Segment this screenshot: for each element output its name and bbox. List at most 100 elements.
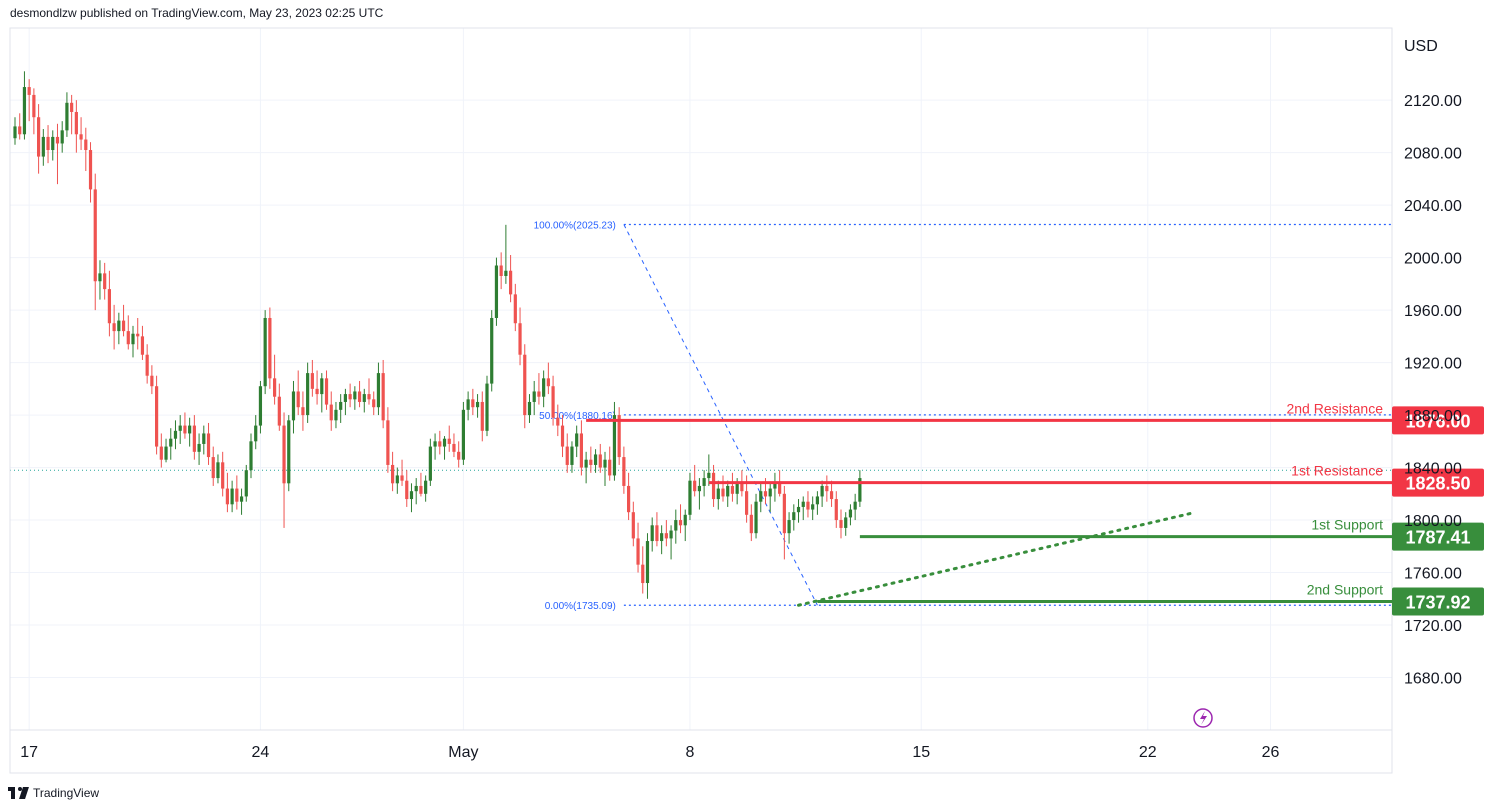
candle-body	[37, 117, 41, 157]
candle	[494, 257, 499, 326]
candle-body	[754, 501, 758, 534]
candle	[258, 380, 263, 434]
candle-body	[140, 336, 145, 355]
candle-body	[164, 446, 168, 460]
candle	[570, 441, 574, 473]
candle-body	[357, 391, 362, 402]
candle-body	[669, 530, 673, 539]
candle	[711, 464, 716, 507]
candle-body	[291, 391, 296, 421]
candle-body	[466, 399, 470, 410]
candle-body	[22, 87, 27, 135]
candle-body	[442, 438, 447, 447]
candle	[419, 472, 423, 497]
fib-level-label: 0.00%(1735.09)	[545, 601, 616, 612]
candle	[759, 483, 763, 513]
candle-body	[570, 446, 574, 465]
candle	[579, 420, 583, 476]
candle	[334, 401, 338, 429]
candle	[339, 394, 343, 423]
candle-body	[112, 323, 116, 332]
candle	[749, 504, 753, 542]
candle-body	[367, 394, 371, 400]
candle-body	[475, 401, 480, 408]
candle-body	[339, 401, 343, 410]
candle-body	[230, 488, 234, 505]
candle-body	[376, 373, 381, 408]
candle	[475, 394, 480, 418]
candle	[103, 262, 107, 300]
candlestick-series	[13, 71, 862, 599]
footer-brand[interactable]: TradingView	[8, 784, 99, 802]
candle	[844, 512, 848, 536]
candle	[221, 451, 225, 497]
time-tick-label: May	[448, 744, 478, 761]
candle-body	[188, 425, 192, 434]
candle-body	[414, 485, 418, 492]
candle-body	[542, 378, 546, 397]
candle-body	[693, 480, 697, 492]
candle	[726, 480, 730, 507]
candle	[405, 470, 409, 507]
time-tick-label: 22	[1139, 744, 1157, 761]
candle-body	[282, 425, 286, 484]
candle	[216, 454, 220, 484]
candle	[362, 388, 366, 413]
candle-body	[98, 273, 102, 282]
candle-body	[263, 317, 267, 387]
fib-level-label: 100.00%(2025.23)	[534, 221, 616, 232]
candle	[60, 121, 64, 153]
lightning-bolt-icon[interactable]	[1193, 708, 1213, 728]
candle	[447, 425, 451, 452]
candle	[693, 464, 697, 497]
candle	[811, 496, 815, 521]
candle-body	[650, 525, 654, 542]
time-axis[interactable]: 17 24 May 8 15 22 26	[20, 744, 1279, 761]
candle-body	[343, 394, 347, 402]
candle-body	[438, 441, 442, 447]
candle-body	[155, 386, 159, 447]
candle	[93, 173, 97, 311]
candle	[254, 415, 258, 450]
candle	[612, 401, 617, 481]
price-tick-label: 2080.00	[1404, 146, 1462, 163]
candle-body	[848, 509, 853, 518]
fibonacci-retracement[interactable]: 100.00%(2025.23) 50.00%(1880.16) 0.00%(173…	[534, 221, 1392, 613]
candle-body	[499, 265, 503, 276]
time-tick-label: 8	[686, 744, 695, 761]
chart-grid	[10, 28, 1392, 730]
candle-body	[225, 488, 229, 505]
candle	[301, 391, 305, 431]
candle-body	[834, 499, 838, 521]
candle	[329, 391, 333, 431]
candle-body	[93, 189, 97, 282]
candle-body	[782, 493, 786, 534]
candle	[268, 307, 272, 389]
candle	[627, 472, 631, 521]
candle-body	[258, 386, 263, 426]
candle-body	[18, 126, 22, 135]
candle-body	[221, 462, 225, 489]
price-axis[interactable]: USD 2120.00 2080.00 2040.00 2000.00 1960.00 1…	[1404, 38, 1462, 688]
candle	[598, 443, 602, 473]
candle	[287, 415, 291, 492]
candle-body	[844, 517, 848, 528]
candle-body	[117, 320, 121, 332]
candle-body	[801, 501, 805, 507]
candle-body	[306, 373, 310, 416]
candle	[839, 509, 843, 539]
candle	[188, 417, 192, 447]
candle-body	[636, 538, 640, 565]
candle-body	[565, 446, 569, 465]
candle	[55, 123, 60, 185]
candle	[178, 415, 182, 444]
level-name-label: 1st Resistance	[1291, 463, 1383, 479]
candle	[678, 504, 683, 534]
candle	[428, 438, 432, 486]
support-resistance-levels[interactable]: 2nd Resistance 1876.00 1st Resistance 1828.…	[586, 400, 1484, 616]
candle-body	[249, 441, 253, 471]
ascending-trendline[interactable]	[797, 511, 1192, 607]
candle-body	[711, 472, 716, 500]
candle	[211, 446, 215, 486]
